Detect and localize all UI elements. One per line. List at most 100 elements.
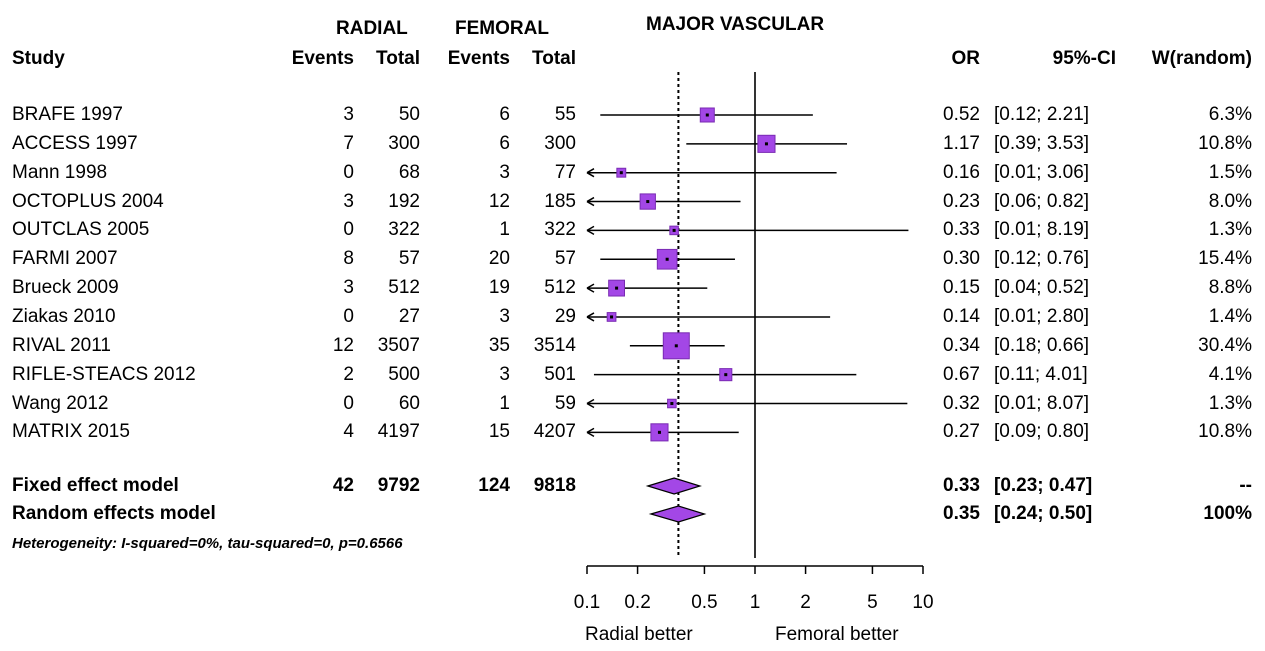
ci-value: [0.09; 0.80] — [994, 421, 1090, 443]
or-value: 0.67 — [943, 363, 980, 385]
or-value: 0.27 — [943, 421, 980, 443]
study-name: Ziakas 2010 — [12, 305, 116, 327]
x-axis-tick-label: 0.2 — [624, 592, 650, 613]
or-value: 0.33 — [943, 219, 980, 241]
femoral-total: 3514 — [533, 334, 576, 356]
point-estimate — [764, 142, 768, 146]
femoral-total: 57 — [554, 248, 576, 270]
radial-events: 42 — [332, 475, 354, 496]
or-value: 0.23 — [943, 190, 980, 212]
or-value: 0.15 — [943, 277, 980, 299]
or-value: 0.32 — [943, 392, 980, 414]
study-name: OUTCLAS 2005 — [12, 219, 150, 241]
radial-events: 0 — [343, 219, 354, 241]
or-value: 1.17 — [943, 132, 980, 154]
study-name: Fixed effect model — [12, 475, 179, 496]
ci-arrow-left — [586, 168, 595, 178]
ci-value: [0.12; 2.21] — [994, 104, 1090, 125]
or-value: 0.30 — [943, 248, 980, 270]
radial-total: 300 — [388, 132, 420, 154]
study-name: RIFLE-STEACS 2012 — [12, 363, 196, 385]
x-axis-tick-label: 0.5 — [691, 592, 717, 613]
radial-total: 512 — [388, 277, 420, 299]
femoral-events: 3 — [499, 363, 510, 385]
femoral-total: 322 — [544, 219, 576, 241]
point-estimate — [674, 344, 678, 348]
weight-value: 1.3% — [1208, 392, 1252, 414]
point-estimate — [646, 200, 650, 204]
or-value: 0.35 — [943, 503, 980, 524]
study-name: Random effects model — [12, 503, 216, 524]
x-axis-tick-label: 5 — [867, 592, 878, 613]
ci-value: [0.23; 0.47] — [994, 475, 1093, 496]
point-estimate — [724, 373, 728, 377]
x-axis-tick-label: 1 — [750, 592, 761, 613]
radial-total: 50 — [398, 104, 420, 125]
weight-value: 10.8% — [1198, 421, 1252, 443]
weight-value: 1.3% — [1208, 219, 1252, 241]
or-column-header: OR — [951, 48, 981, 69]
femoral-events: 12 — [488, 190, 510, 212]
or-value: 0.16 — [943, 161, 980, 183]
radial-events: 12 — [332, 334, 354, 356]
femoral-events: 19 — [488, 277, 510, 299]
radial-events: 3 — [343, 104, 354, 125]
ci-arrow-left — [586, 196, 595, 207]
radial-total: 3507 — [377, 334, 420, 356]
point-estimate — [619, 171, 623, 175]
femoral-events: 35 — [488, 334, 510, 356]
ci-value: [0.01; 8.19] — [994, 219, 1090, 241]
ci-value: [0.01; 3.06] — [994, 161, 1090, 183]
femoral-total: 4207 — [533, 421, 576, 443]
point-estimate — [610, 315, 614, 319]
femoral-events: 1 — [499, 219, 510, 241]
study-name: Brueck 2009 — [12, 277, 119, 299]
femoral-events: 6 — [499, 104, 510, 125]
femoral-total: 501 — [544, 363, 576, 385]
femoral-events: 3 — [499, 161, 510, 183]
radial-events: 8 — [343, 248, 354, 270]
radial-total: 4197 — [377, 421, 420, 443]
radial-events-header: Events — [291, 48, 354, 69]
weight-value: 10.8% — [1198, 132, 1252, 154]
ci-value: [0.01; 8.07] — [994, 392, 1090, 414]
femoral-events: 20 — [488, 248, 510, 270]
ci-arrow-left — [586, 283, 595, 293]
femoral-total: 59 — [554, 392, 576, 414]
study-name: Wang 2012 — [12, 392, 109, 414]
weight-value: 1.5% — [1208, 161, 1252, 183]
point-estimate — [657, 430, 661, 434]
radial-total: 60 — [398, 392, 420, 414]
ci-arrow-left — [586, 398, 595, 409]
femoral-events-header: Events — [447, 48, 510, 69]
study-column-header: Study — [12, 48, 65, 69]
weight-value: 15.4% — [1198, 248, 1252, 270]
femoral-total-header: Total — [532, 48, 576, 69]
radial-total: 322 — [388, 219, 420, 241]
or-value: 0.14 — [943, 305, 980, 327]
femoral-total: 185 — [544, 190, 576, 212]
femoral-total: 300 — [544, 132, 576, 154]
radial-total-header: Total — [376, 48, 420, 69]
plot-title: MAJOR VASCULAR — [646, 14, 825, 35]
ci-value: [0.01; 2.80] — [994, 305, 1090, 327]
ci-column-header: 95%-CI — [1052, 48, 1116, 69]
radial-events: 3 — [343, 277, 354, 299]
radial-events: 4 — [343, 421, 354, 443]
radial-total: 192 — [388, 190, 420, 212]
radial-events: 7 — [343, 132, 354, 154]
study-name: ACCESS 1997 — [12, 132, 138, 154]
study-name: FARMI 2007 — [12, 248, 118, 270]
radial-events: 0 — [343, 392, 354, 414]
femoral-events: 124 — [478, 475, 510, 496]
ci-value: [0.18; 0.66] — [994, 334, 1090, 356]
femoral-group-header: FEMORAL — [455, 18, 549, 39]
femoral-events: 1 — [499, 392, 510, 414]
weight-value: 4.1% — [1208, 363, 1252, 385]
x-axis-tick-label: 10 — [912, 592, 933, 613]
point-estimate — [615, 286, 619, 290]
ci-value: [0.24; 0.50] — [994, 503, 1093, 524]
radial-total: 27 — [398, 305, 420, 327]
heterogeneity-note: Heterogeneity: I-squared=0%, tau-squared… — [12, 535, 403, 552]
